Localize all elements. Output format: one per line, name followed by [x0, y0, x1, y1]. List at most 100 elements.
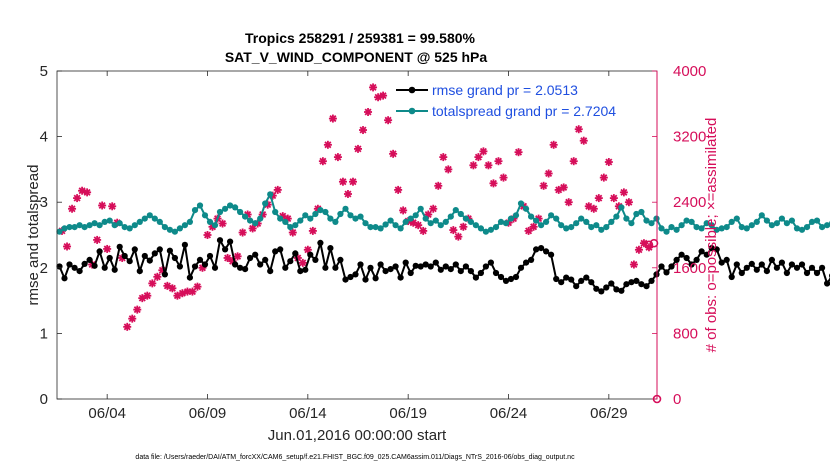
totalspread-point [773, 220, 781, 227]
legend: rmse grand pr = 2.0513 totalspread grand… [393, 76, 655, 120]
rmse-point [131, 246, 138, 253]
rmse-point [543, 248, 550, 255]
totalspread-point [332, 218, 339, 225]
totalspread-point [56, 228, 63, 235]
x-tick-label: 06/19 [389, 405, 427, 422]
rmse-point [819, 264, 826, 271]
obs-assimilated-point [384, 116, 393, 125]
rmse-point [633, 277, 640, 284]
rmse-point [176, 263, 183, 270]
totalspread-point [638, 208, 645, 216]
totalspread-point [528, 213, 535, 220]
rmse-point [648, 277, 655, 284]
totalspread-point [222, 205, 229, 212]
obs-assimilated-point [549, 140, 558, 149]
rmse-point [763, 268, 771, 275]
rmse-point [392, 263, 399, 270]
rmse-point [467, 268, 474, 275]
totalspread-point [262, 200, 269, 207]
y-tick-label: 3 [40, 194, 48, 211]
obs-assimilated-point [439, 153, 448, 162]
obs-assimilated-point [188, 287, 197, 296]
totalspread-point [477, 225, 484, 232]
totalspread-point [678, 222, 685, 229]
obs-assimilated-point [148, 279, 157, 288]
totalspread-point [603, 224, 610, 231]
rmse-point [608, 280, 615, 287]
rmse-point [141, 252, 148, 260]
obs-assimilated-point [143, 291, 152, 300]
rmse-point [322, 264, 329, 271]
rmse-point [538, 245, 545, 252]
rmse-point [247, 254, 254, 262]
rmse-point [603, 284, 610, 291]
totalspread-point [91, 220, 98, 227]
rmse-point [111, 266, 118, 273]
obs-assimilated-point [424, 210, 433, 219]
rmse-point [517, 264, 525, 271]
totalspread-point [457, 210, 464, 218]
chart-subtitle: SAT_V_WIND_COMPONENT @ 525 hPa [225, 49, 488, 65]
totalspread-point [708, 222, 715, 229]
y-right-tick-label: 0 [673, 391, 681, 408]
totalspread-point [623, 215, 630, 222]
rmse-point [548, 251, 555, 258]
obs-assimilated-point [168, 284, 177, 293]
rmse-point [342, 276, 349, 283]
totalspread-point [728, 218, 735, 225]
legend-rmse-marker [408, 86, 416, 94]
totalspread-point [322, 208, 329, 216]
rmse-point [758, 261, 765, 268]
rmse-point [593, 285, 600, 292]
rmse-point [753, 266, 760, 273]
obs-assimilated-point [414, 221, 423, 230]
obs-assimilated-point [574, 125, 583, 134]
obs-assimilated-point [128, 314, 137, 323]
rmse-point [558, 279, 565, 286]
obs-assimilated-point [529, 222, 538, 231]
rmse-point [457, 268, 464, 275]
totalspread-point [663, 228, 670, 235]
totalspread-point [387, 217, 394, 224]
totalspread-point [81, 224, 88, 231]
obs-assimilated-point [494, 157, 503, 166]
rmse-point [146, 257, 153, 264]
rmse-point [733, 261, 740, 268]
obs-assimilated-point [469, 161, 478, 170]
obs-assimilated-point [399, 206, 408, 215]
rmse-point [76, 268, 83, 275]
obs-assimilated-point [238, 228, 247, 237]
totalspread-point [66, 224, 73, 231]
obs-assimilated-point [609, 194, 618, 203]
rmse-series-line [58, 237, 830, 293]
rmse-point [121, 252, 128, 260]
obs-assimilated-point [514, 148, 523, 157]
rmse-point [808, 264, 816, 271]
rmse-point [437, 266, 444, 273]
rmse-point [101, 264, 108, 271]
rmse-point [116, 243, 123, 250]
obs-assimilated-point [288, 228, 297, 237]
totalspread-point [196, 202, 204, 209]
rmse-point [327, 245, 334, 252]
rmse-point [688, 261, 695, 268]
totalspread-point [673, 226, 680, 233]
rmse-point [472, 274, 479, 281]
obs-assimilated-point [333, 153, 342, 162]
rmse-point [91, 262, 98, 269]
totalspread-point [482, 228, 489, 235]
obs-assimilated-point [273, 185, 282, 194]
rmse-point [66, 261, 73, 268]
rmse-point [367, 264, 374, 271]
obs-assimilated-point [569, 157, 578, 166]
rmse-point [528, 256, 535, 263]
obs-assimilated-point [354, 144, 363, 153]
rmse-point [718, 259, 725, 266]
totalspread-point [302, 212, 309, 219]
rmse-point [703, 251, 710, 258]
totalspread-point [252, 220, 259, 227]
obs-assimilated-point [123, 322, 132, 331]
totalspread-point [247, 217, 254, 224]
totalspread-point [523, 205, 530, 212]
